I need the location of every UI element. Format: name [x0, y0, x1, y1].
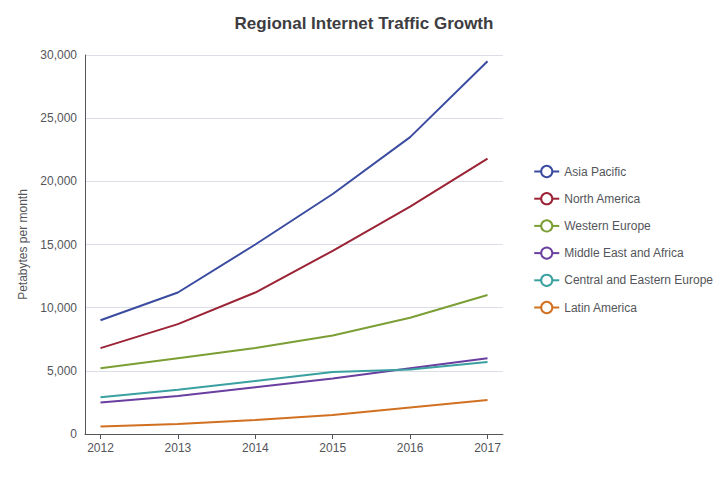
svg-text:2014: 2014 [242, 441, 269, 455]
svg-text:5,000: 5,000 [47, 364, 77, 378]
svg-text:Middle East and Africa: Middle East and Africa [564, 246, 684, 260]
svg-text:Latin America: Latin America [564, 301, 637, 315]
svg-text:2012: 2012 [87, 441, 114, 455]
svg-text:Petabytes per month: Petabytes per month [16, 189, 30, 300]
svg-text:30,000: 30,000 [40, 48, 77, 62]
svg-text:2017: 2017 [474, 441, 501, 455]
svg-text:20,000: 20,000 [40, 174, 77, 188]
svg-text:Central and Eastern Europe: Central and Eastern Europe [564, 273, 713, 287]
svg-text:Regional Internet Traffic Grow: Regional Internet Traffic Growth [235, 14, 494, 33]
svg-text:2016: 2016 [397, 441, 424, 455]
svg-text:10,000: 10,000 [40, 301, 77, 315]
svg-text:25,000: 25,000 [40, 111, 77, 125]
svg-text:Western Europe: Western Europe [564, 219, 651, 233]
svg-text:0: 0 [70, 427, 77, 441]
svg-text:15,000: 15,000 [40, 238, 77, 252]
svg-text:2015: 2015 [319, 441, 346, 455]
svg-text:North America: North America [564, 192, 640, 206]
svg-text:Asia Pacific: Asia Pacific [564, 165, 626, 179]
svg-text:2013: 2013 [165, 441, 192, 455]
